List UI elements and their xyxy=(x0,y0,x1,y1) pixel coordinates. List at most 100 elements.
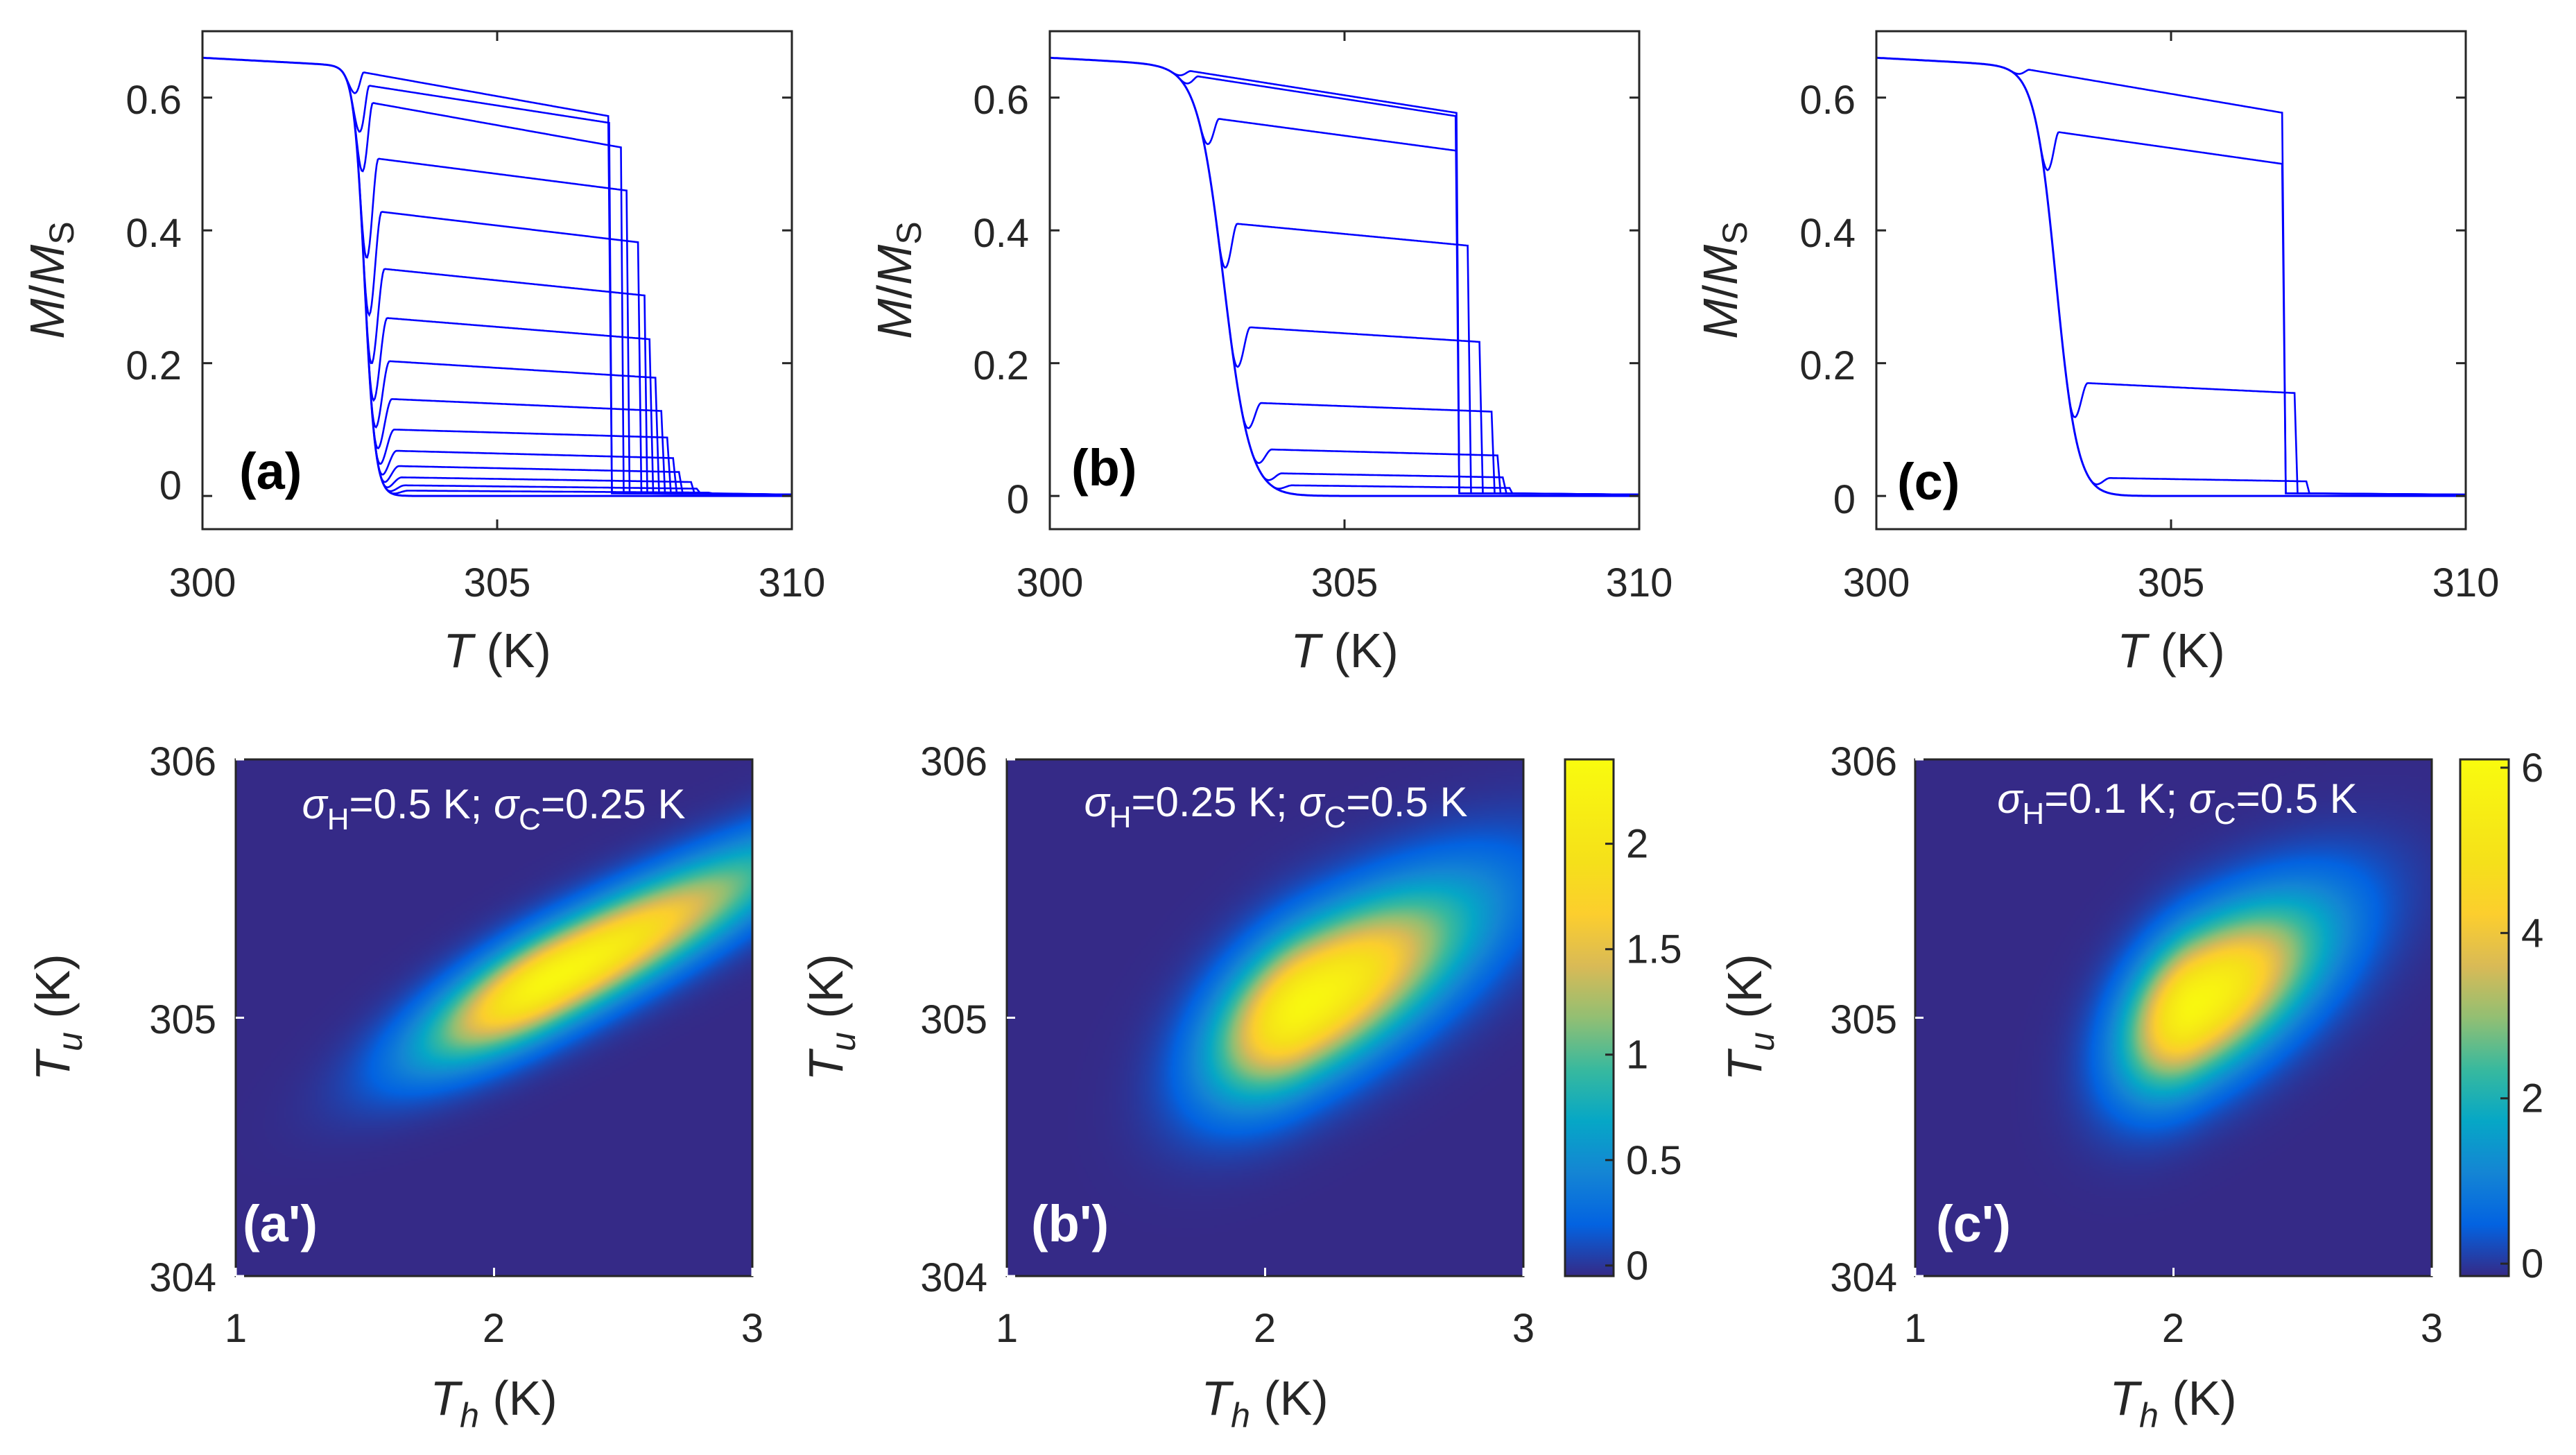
ytick-label: 0.6 xyxy=(126,78,182,123)
reversal-curve xyxy=(1239,402,1640,496)
colorbar-tick-label: 4 xyxy=(2521,911,2543,956)
xtick-label: 300 xyxy=(1843,560,1910,605)
xtick-label: 1 xyxy=(1904,1306,1926,1351)
ytick-label: 305 xyxy=(149,997,216,1042)
reversal-curve xyxy=(2008,69,2466,496)
xtick-label: 3 xyxy=(2421,1306,2443,1351)
reversal-curve xyxy=(363,268,793,496)
ytick-label: 0.4 xyxy=(1799,211,1856,256)
y-axis-label: M/MS xyxy=(867,221,928,338)
panel-c-prime: 304 305 306 1 2 3 Th (K) Tu (K) σH=0.1 K… xyxy=(1718,739,2543,1435)
panel-label: (b') xyxy=(1031,1195,1109,1252)
panel-a-prime: 304 305 306 1 2 3 Th (K) Tu (K) σH=0.5 K… xyxy=(26,739,763,1435)
axes-box-c xyxy=(1875,30,2467,531)
reversal-curve xyxy=(375,449,793,496)
ytick-label: 306 xyxy=(1830,739,1897,784)
y-axis-label: Tu (K) xyxy=(26,954,89,1081)
sigma-annotation: σH=0.1 K; σC=0.5 K xyxy=(1997,775,2358,831)
ytick-label: 306 xyxy=(920,739,987,784)
colorbar xyxy=(1565,759,1614,1276)
magnetization-curves-a xyxy=(202,56,793,497)
xtick-label: 2 xyxy=(483,1306,505,1351)
reversal-curve xyxy=(342,71,793,496)
reversal-curve xyxy=(365,317,793,496)
reversal-curve xyxy=(2066,382,2466,496)
ytick-label: 305 xyxy=(920,997,987,1042)
panel-b: 0 0.2 0.4 0.6 300 305 310 T (K) M/MS (b) xyxy=(867,30,1673,678)
y-axis-label: Tu (K) xyxy=(799,954,863,1081)
panel-c: 0 0.2 0.4 0.6 300 305 310 T (K) M/MS (c) xyxy=(1693,30,2499,678)
xtick-label: 305 xyxy=(1311,560,1378,605)
ytick-label: 0 xyxy=(1007,477,1029,522)
colorbar-tick-label: 6 xyxy=(2521,746,2543,791)
ytick-label: 304 xyxy=(1830,1255,1897,1300)
major-curve xyxy=(1049,56,1639,497)
x-axis-label: T (K) xyxy=(2117,623,2225,678)
xtick-label: 3 xyxy=(1512,1306,1535,1351)
sigma-annotation: σH=0.5 K; σC=0.25 K xyxy=(302,781,686,836)
heatmap-image-a-prime xyxy=(236,759,752,1276)
colorbar-frame xyxy=(2459,758,2510,1277)
ytick-label: 305 xyxy=(1830,997,1897,1042)
ytick-label: 0.2 xyxy=(973,343,1029,388)
sigma-annotation: σH=0.25 K; σC=0.5 K xyxy=(1084,779,1468,834)
x-axis-label: Th (K) xyxy=(430,1371,557,1435)
y-axis-label: M/MS xyxy=(20,221,81,338)
y-axis-label: M/MS xyxy=(1693,221,1754,338)
reversal-curve xyxy=(1250,448,1640,496)
major-curve xyxy=(1876,56,2466,497)
colorbar xyxy=(2460,759,2509,1276)
colorbar-tick-label: 2 xyxy=(1626,822,1648,867)
ytick-label: 0.2 xyxy=(1799,343,1856,388)
ytick-label: 0.6 xyxy=(973,78,1029,123)
tick-marks-c-prime xyxy=(1914,758,2433,1277)
reversal-curve xyxy=(387,490,793,496)
ytick-label: 0 xyxy=(1833,477,1856,522)
reversal-curve xyxy=(2037,131,2466,496)
x-axis-label: Th (K) xyxy=(1201,1371,1328,1435)
xtick-label: 310 xyxy=(759,560,826,605)
reversal-curve xyxy=(368,360,793,496)
colorbar-tick-label: 0 xyxy=(1626,1243,1648,1289)
colorbar-frame xyxy=(1564,758,1615,1277)
ytick-label: 304 xyxy=(149,1255,216,1300)
x-axis-label: Th (K) xyxy=(2109,1371,2236,1435)
xtick-label: 1 xyxy=(996,1306,1018,1351)
reversal-curve xyxy=(1169,70,1640,496)
panel-label: (a') xyxy=(243,1195,318,1252)
magnetization-curves-b xyxy=(1049,56,1640,497)
xtick-label: 305 xyxy=(2138,560,2205,605)
reversal-curve xyxy=(380,476,793,496)
reversal-curve xyxy=(1177,75,1640,496)
reversal-curve xyxy=(377,465,793,496)
xtick-label: 305 xyxy=(464,560,531,605)
colorbar-tick-label: 0 xyxy=(2521,1241,2543,1286)
xtick-label: 310 xyxy=(1606,560,1673,605)
reversal-curve xyxy=(356,157,793,496)
panel-a: 0 0.2 0.4 0.6 300 305 310 T (K) M/MS (a) xyxy=(20,30,826,678)
ytick-label: 0.2 xyxy=(126,343,182,388)
reversal-curve xyxy=(1260,472,1640,496)
reversal-curve xyxy=(1228,326,1640,496)
xtick-label: 300 xyxy=(169,560,236,605)
tick-marks-a-prime xyxy=(234,758,754,1277)
major-curve xyxy=(202,56,792,497)
xtick-label: 2 xyxy=(1254,1306,1276,1351)
xtick-label: 2 xyxy=(2162,1306,2184,1351)
tick-marks-a xyxy=(201,31,793,529)
xtick-label: 1 xyxy=(225,1306,247,1351)
heatmap-image-b-prime xyxy=(1007,759,1523,1276)
heatmap-image-c-prime xyxy=(1915,759,2432,1276)
reversal-curve xyxy=(360,211,793,496)
tick-marks-c xyxy=(1875,31,2467,529)
reversal-curve xyxy=(2089,477,2466,496)
colorbar-tick-label: 1.5 xyxy=(1626,927,1682,972)
panel-label: (a) xyxy=(239,442,302,500)
reversal-curve xyxy=(370,398,793,496)
ytick-label: 0.6 xyxy=(1799,78,1856,123)
tick-marks-b-prime xyxy=(1005,758,1525,1277)
ytick-label: 304 xyxy=(920,1255,987,1300)
panel-label: (b) xyxy=(1071,439,1137,497)
ytick-label: 0.4 xyxy=(973,211,1029,256)
magnetization-curves-c xyxy=(1876,56,2466,497)
